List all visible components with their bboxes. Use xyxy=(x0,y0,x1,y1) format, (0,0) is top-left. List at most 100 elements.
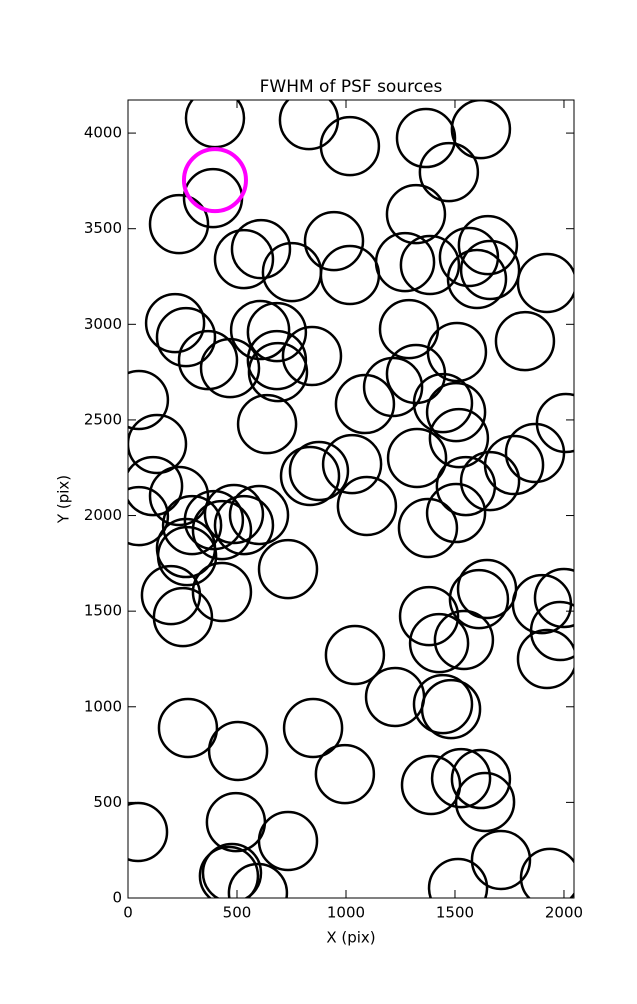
x-axis-label: X (pix) xyxy=(326,929,375,947)
psf-source xyxy=(385,183,447,245)
psf-source xyxy=(321,433,383,495)
x-tick-label: 500 xyxy=(223,904,252,922)
psf-source xyxy=(288,440,350,502)
y-tick-label: 0 xyxy=(112,889,122,907)
psf-source xyxy=(334,373,396,435)
psf-source xyxy=(207,720,269,782)
psf-source xyxy=(398,585,460,647)
psf-source xyxy=(229,299,291,361)
psf-source xyxy=(470,829,532,891)
psf-source xyxy=(516,252,574,314)
psf-source xyxy=(213,494,275,556)
y-tick-label: 1500 xyxy=(84,602,122,620)
psf-source xyxy=(504,422,566,484)
psf-source xyxy=(399,234,461,296)
psf-source xyxy=(201,842,263,898)
psf-source xyxy=(529,600,574,662)
psf-source xyxy=(519,847,574,898)
psf-source xyxy=(155,306,217,368)
psf-source xyxy=(257,810,319,872)
psf-source xyxy=(457,214,519,276)
psf-source xyxy=(177,329,239,391)
psf-source xyxy=(425,381,487,443)
psf-source xyxy=(191,499,253,561)
psf-source xyxy=(152,586,214,648)
psf-source xyxy=(430,747,492,809)
psf-source xyxy=(516,628,574,690)
psf-source xyxy=(148,465,210,527)
x-tick-label: 1000 xyxy=(327,904,365,922)
psf-source xyxy=(438,226,500,288)
psf-source xyxy=(336,475,398,537)
psf-source xyxy=(397,497,459,559)
psf-source xyxy=(400,754,462,816)
psf-source xyxy=(128,485,170,547)
psf-source xyxy=(418,141,480,203)
psf-source xyxy=(324,624,386,686)
psf-source xyxy=(426,321,488,383)
psf-source xyxy=(203,483,265,545)
psf-source xyxy=(128,801,169,863)
psf-source xyxy=(246,301,308,363)
psf-source xyxy=(362,356,424,418)
psf-source xyxy=(395,107,457,169)
psf-source xyxy=(246,329,308,391)
y-tick-label: 500 xyxy=(93,793,122,811)
psf-source xyxy=(282,697,344,759)
psf-source xyxy=(420,678,482,740)
psf-source xyxy=(319,115,381,177)
psf-source xyxy=(128,413,188,475)
psf-source xyxy=(230,218,292,280)
y-axis-label: Y (pix) xyxy=(55,475,73,524)
psf-source xyxy=(412,673,474,735)
psf-source xyxy=(128,455,184,517)
psf-source xyxy=(454,771,516,833)
x-tick-label: 2000 xyxy=(545,904,583,922)
psf-source xyxy=(161,494,223,556)
psf-source xyxy=(459,239,521,301)
y-tick-label: 2500 xyxy=(84,410,122,428)
psf-source xyxy=(191,561,253,623)
psf-source xyxy=(247,341,309,403)
psf-source xyxy=(428,407,490,469)
psf-source xyxy=(303,210,365,272)
psf-source xyxy=(412,372,474,434)
psf-source xyxy=(281,325,343,387)
psf-source xyxy=(386,427,448,489)
axes-frame xyxy=(127,99,575,899)
psf-source xyxy=(213,228,275,290)
x-tick-label: 0 xyxy=(123,904,133,922)
psf-source xyxy=(425,482,487,544)
psf-source xyxy=(156,525,218,587)
psf-source xyxy=(148,193,210,255)
psf-source xyxy=(435,455,497,517)
y-tick-label: 1000 xyxy=(84,697,122,715)
psf-source xyxy=(228,484,290,546)
psf-source xyxy=(128,369,170,431)
psf-source xyxy=(446,248,508,310)
psf-source xyxy=(236,393,298,455)
x-tick-label: 1500 xyxy=(436,904,474,922)
psf-source xyxy=(279,445,341,507)
y-tick-label: 3000 xyxy=(84,315,122,333)
psf-source xyxy=(433,609,495,671)
chart-title: FWHM of PSF sources xyxy=(260,77,443,97)
psf-source xyxy=(427,857,489,898)
psf-source xyxy=(199,337,261,399)
y-tick-label: 2000 xyxy=(84,506,122,524)
psf-source xyxy=(459,450,521,512)
psf-source xyxy=(494,310,556,372)
psf-source xyxy=(227,862,289,898)
psf-source xyxy=(450,748,512,810)
psf-source xyxy=(314,743,376,805)
y-tick-label: 3500 xyxy=(84,219,122,237)
psf-source xyxy=(157,697,219,759)
psf-source xyxy=(144,292,206,354)
plot-area xyxy=(128,100,574,898)
psf-source xyxy=(533,567,574,629)
psf-source xyxy=(448,568,510,630)
highlight-source xyxy=(181,147,248,214)
y-tick-label: 4000 xyxy=(84,124,122,142)
psf-source xyxy=(257,538,319,600)
